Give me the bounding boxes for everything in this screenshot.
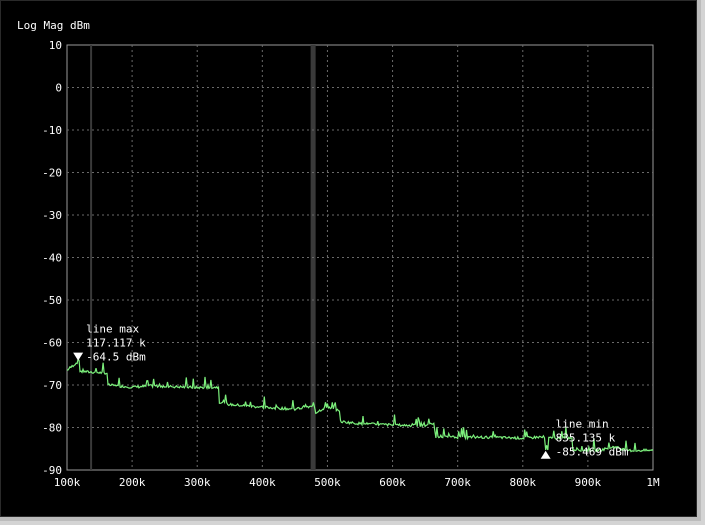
y-tick-label: -20	[42, 167, 62, 180]
y-tick-label: -70	[42, 379, 62, 392]
x-tick-label: 700k	[444, 476, 471, 489]
y-tick-label: -10	[42, 124, 62, 137]
x-tick-label: 600k	[379, 476, 406, 489]
x-tick-label: 800k	[510, 476, 537, 489]
x-tick-label: 100k	[54, 476, 81, 489]
chart-title: Log Mag dBm	[17, 19, 90, 32]
x-tick-label: 400k	[249, 476, 276, 489]
y-tick-label: -60	[42, 337, 62, 350]
series-line	[67, 357, 654, 454]
y-tick-label: -30	[42, 209, 62, 222]
y-tick-label: -80	[42, 422, 62, 435]
marker-freq-text: 835.135 k	[556, 432, 616, 445]
x-tick-label: 300k	[184, 476, 211, 489]
marker-label: line min	[556, 418, 609, 431]
y-tick-label: -50	[42, 294, 62, 307]
x-tick-label: 200k	[119, 476, 146, 489]
y-tick-label: -90	[42, 464, 62, 477]
marker-triangle-min	[540, 450, 551, 459]
y-tick-label: 10	[49, 39, 62, 52]
marker-value-text: -64.5 dBm	[86, 351, 146, 364]
x-tick-label: 900k	[575, 476, 602, 489]
x-tick-label: 500k	[314, 476, 341, 489]
marker-value-text: -85.469 dBm	[556, 446, 629, 459]
marker-triangle-max	[73, 352, 84, 361]
y-tick-label: 0	[55, 82, 62, 95]
marker-label: line max	[86, 323, 139, 336]
highlight-line	[90, 45, 93, 470]
y-tick-label: -40	[42, 252, 62, 265]
marker-freq-text: 117.117 k	[86, 337, 146, 350]
plot-border	[66, 44, 654, 471]
x-tick-label: 1M	[646, 476, 660, 489]
